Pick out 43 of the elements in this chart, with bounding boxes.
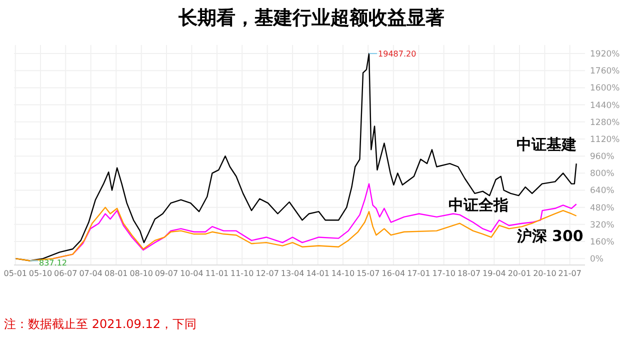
y-tick-label: 1440% — [590, 100, 620, 111]
y-tick-label: 320% — [590, 220, 614, 230]
x-tick-label: 21-07 — [558, 269, 582, 278]
x-tick-label: 11-01 — [205, 269, 229, 278]
x-tick-label: 20-10 — [533, 269, 556, 278]
x-tick-label: 20-01 — [508, 269, 532, 278]
x-tick-label: 05-01 — [4, 269, 28, 278]
annotation: 19487.20 — [378, 50, 416, 59]
x-tick-label: 10-04 — [180, 269, 204, 278]
x-tick-label: 07-04 — [79, 269, 102, 278]
y-tick-label: 1280% — [590, 118, 620, 128]
y-tick-label: 0% — [590, 254, 604, 265]
x-tick-label: 08-01 — [104, 269, 128, 278]
x-tick-label: 14-10 — [331, 269, 355, 278]
x-tick-label: 17-10 — [432, 269, 456, 278]
x-tick-label: 15-07 — [356, 269, 380, 278]
y-tick-label: 800% — [590, 169, 614, 180]
x-tick-label: 09-07 — [154, 269, 178, 278]
x-tick-label: 13-04 — [280, 269, 304, 278]
chart-title: 长期看，基建行业超额收益显著 — [178, 7, 444, 29]
y-tick-label: 640% — [590, 186, 614, 196]
text: 注：数据截止至 2021.09.12，下同 — [4, 317, 197, 331]
x-tick-label: 16-04 — [382, 269, 406, 278]
series-label: 中证基建 — [516, 136, 576, 154]
series-label: 中证全指 — [448, 196, 508, 214]
x-tick-label: 14-01 — [306, 269, 330, 278]
series-label: 沪深 300 — [516, 226, 584, 245]
x-tick-label: 11-10 — [230, 269, 254, 278]
annotation: 837.12 — [39, 258, 68, 268]
y-tick-label: 160% — [590, 238, 614, 248]
x-tick-label: 06-07 — [54, 269, 78, 278]
x-tick-label: 12-07 — [256, 269, 279, 278]
x-tick-label: 18-07 — [457, 269, 481, 278]
y-tick-label: 480% — [590, 203, 614, 214]
x-tick-label: 08-10 — [130, 269, 153, 278]
x-tick-label: 05-10 — [28, 269, 52, 278]
y-tick-label: 1120% — [590, 134, 620, 145]
x-tick-label: 17-01 — [407, 269, 430, 278]
y-tick-label: 1760% — [590, 66, 620, 77]
y-tick-label: 1600% — [590, 84, 620, 94]
x-tick-label: 19-04 — [482, 269, 506, 278]
y-tick-label: 960% — [590, 152, 614, 162]
y-tick-label: 1920% — [590, 50, 620, 60]
